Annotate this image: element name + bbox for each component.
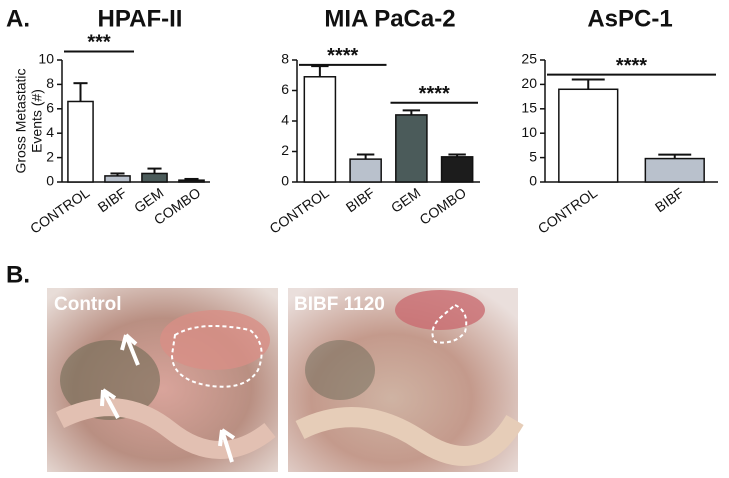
chart-title: MIA PaCa-2: [324, 5, 455, 32]
y-tick-label: 8: [281, 51, 289, 67]
bar: [104, 175, 131, 183]
bar: [141, 172, 168, 183]
y-tick-label: 15: [521, 100, 537, 116]
photo: Control: [47, 288, 278, 472]
photo-label: Control: [54, 294, 122, 315]
panel-label: B.: [6, 261, 30, 288]
x-tick-label: BIBF: [652, 184, 687, 215]
bar: [395, 114, 428, 183]
y-tick-label: 6: [281, 81, 289, 97]
y-tick-label: 0: [46, 173, 54, 189]
y-axis-label: Gross Metastatic: [13, 68, 29, 173]
y-tick-label: 0: [529, 173, 537, 189]
y-tick-label: 4: [46, 124, 54, 140]
photo-label: BIBF 1120: [294, 294, 385, 315]
bar: [303, 76, 337, 183]
y-tick-label: 2: [281, 142, 289, 158]
x-tick-label: COMBO: [416, 184, 469, 228]
x-tick-label: CONTROL: [535, 184, 600, 236]
y-tick-label: 2: [46, 148, 54, 164]
significance-label: ****: [419, 83, 450, 105]
y-tick-label: 10: [521, 124, 537, 140]
x-tick-label: BIBF: [343, 184, 378, 215]
y-tick-label: 10: [38, 51, 54, 67]
y-tick-label: 20: [521, 75, 537, 91]
y-tick-label: 6: [46, 100, 54, 116]
chart-title: AsPC-1: [587, 5, 672, 32]
bar: [644, 157, 705, 183]
significance-label: ****: [327, 45, 358, 67]
photo: BIBF 1120: [288, 288, 524, 472]
bar: [349, 158, 382, 183]
significance-label: ****: [616, 55, 647, 77]
y-tick-label: 4: [281, 112, 289, 128]
y-tick-label: 5: [529, 148, 537, 164]
chart-title: HPAF-II: [98, 5, 183, 32]
y-tick-label: 8: [46, 75, 54, 91]
panel-label: A.: [6, 5, 30, 32]
bar: [178, 179, 205, 183]
x-tick-label: CONTROL: [266, 184, 331, 236]
y-axis-label: Events (#): [29, 89, 45, 153]
bar: [440, 156, 474, 183]
x-tick-label: CONTROL: [27, 184, 92, 236]
bar: [558, 88, 619, 183]
x-tick-label: BIBF: [95, 184, 130, 215]
y-tick-label: 25: [521, 51, 537, 67]
significance-label: ***: [87, 32, 111, 54]
bar: [67, 100, 94, 183]
y-tick-label: 0: [281, 173, 289, 189]
x-tick-label: GEM: [388, 184, 423, 215]
